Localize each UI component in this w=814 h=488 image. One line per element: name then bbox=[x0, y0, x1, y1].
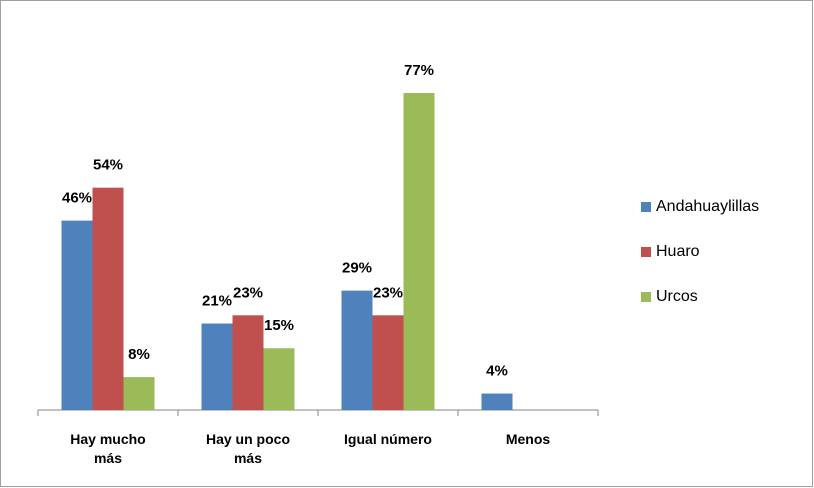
data-label: 77% bbox=[404, 62, 434, 79]
bar bbox=[341, 290, 373, 410]
data-label: 4% bbox=[486, 363, 508, 380]
bar bbox=[92, 187, 124, 410]
legend-swatch bbox=[641, 292, 651, 302]
x-tick-label: Hay un poco más bbox=[205, 431, 290, 466]
legend-label: Urcos bbox=[656, 288, 698, 305]
legend-swatch bbox=[641, 202, 651, 212]
bar bbox=[372, 315, 404, 410]
bar bbox=[403, 93, 435, 410]
legend-label: Huaro bbox=[656, 243, 700, 260]
data-label: 21% bbox=[202, 293, 232, 310]
data-label: 54% bbox=[93, 157, 123, 174]
x-tick-label: Igual número bbox=[344, 431, 432, 447]
data-label: 46% bbox=[62, 190, 92, 207]
bar bbox=[61, 220, 93, 410]
legend-swatch bbox=[641, 247, 651, 257]
data-label: 8% bbox=[128, 346, 150, 363]
bar bbox=[263, 348, 295, 410]
bar bbox=[481, 393, 513, 410]
x-tick-label: Hay mucho más bbox=[70, 431, 146, 466]
data-label: 15% bbox=[264, 317, 294, 334]
x-tick-label: Menos bbox=[505, 431, 551, 447]
bar bbox=[201, 323, 233, 410]
data-label: 23% bbox=[233, 284, 263, 301]
bar bbox=[123, 377, 155, 410]
data-label: 23% bbox=[373, 284, 403, 301]
bar bbox=[232, 315, 264, 410]
legend-label: Andahuaylillas bbox=[656, 198, 759, 215]
data-label: 29% bbox=[342, 260, 372, 277]
